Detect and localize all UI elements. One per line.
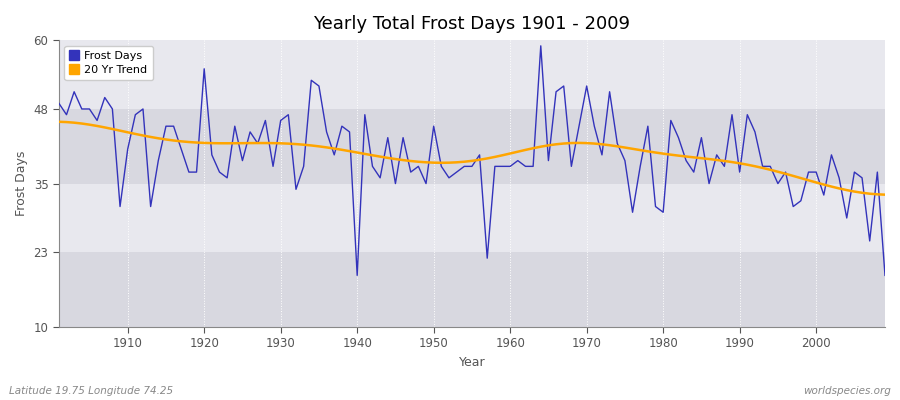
Title: Yearly Total Frost Days 1901 - 2009: Yearly Total Frost Days 1901 - 2009: [313, 15, 630, 33]
Bar: [58, 109, 885, 184]
Bar: [58, 252, 885, 327]
Text: Latitude 19.75 Longitude 74.25: Latitude 19.75 Longitude 74.25: [9, 386, 173, 396]
Legend: Frost Days, 20 Yr Trend: Frost Days, 20 Yr Trend: [65, 46, 153, 80]
Y-axis label: Frost Days: Frost Days: [15, 151, 28, 216]
X-axis label: Year: Year: [459, 356, 485, 369]
Text: worldspecies.org: worldspecies.org: [803, 386, 891, 396]
